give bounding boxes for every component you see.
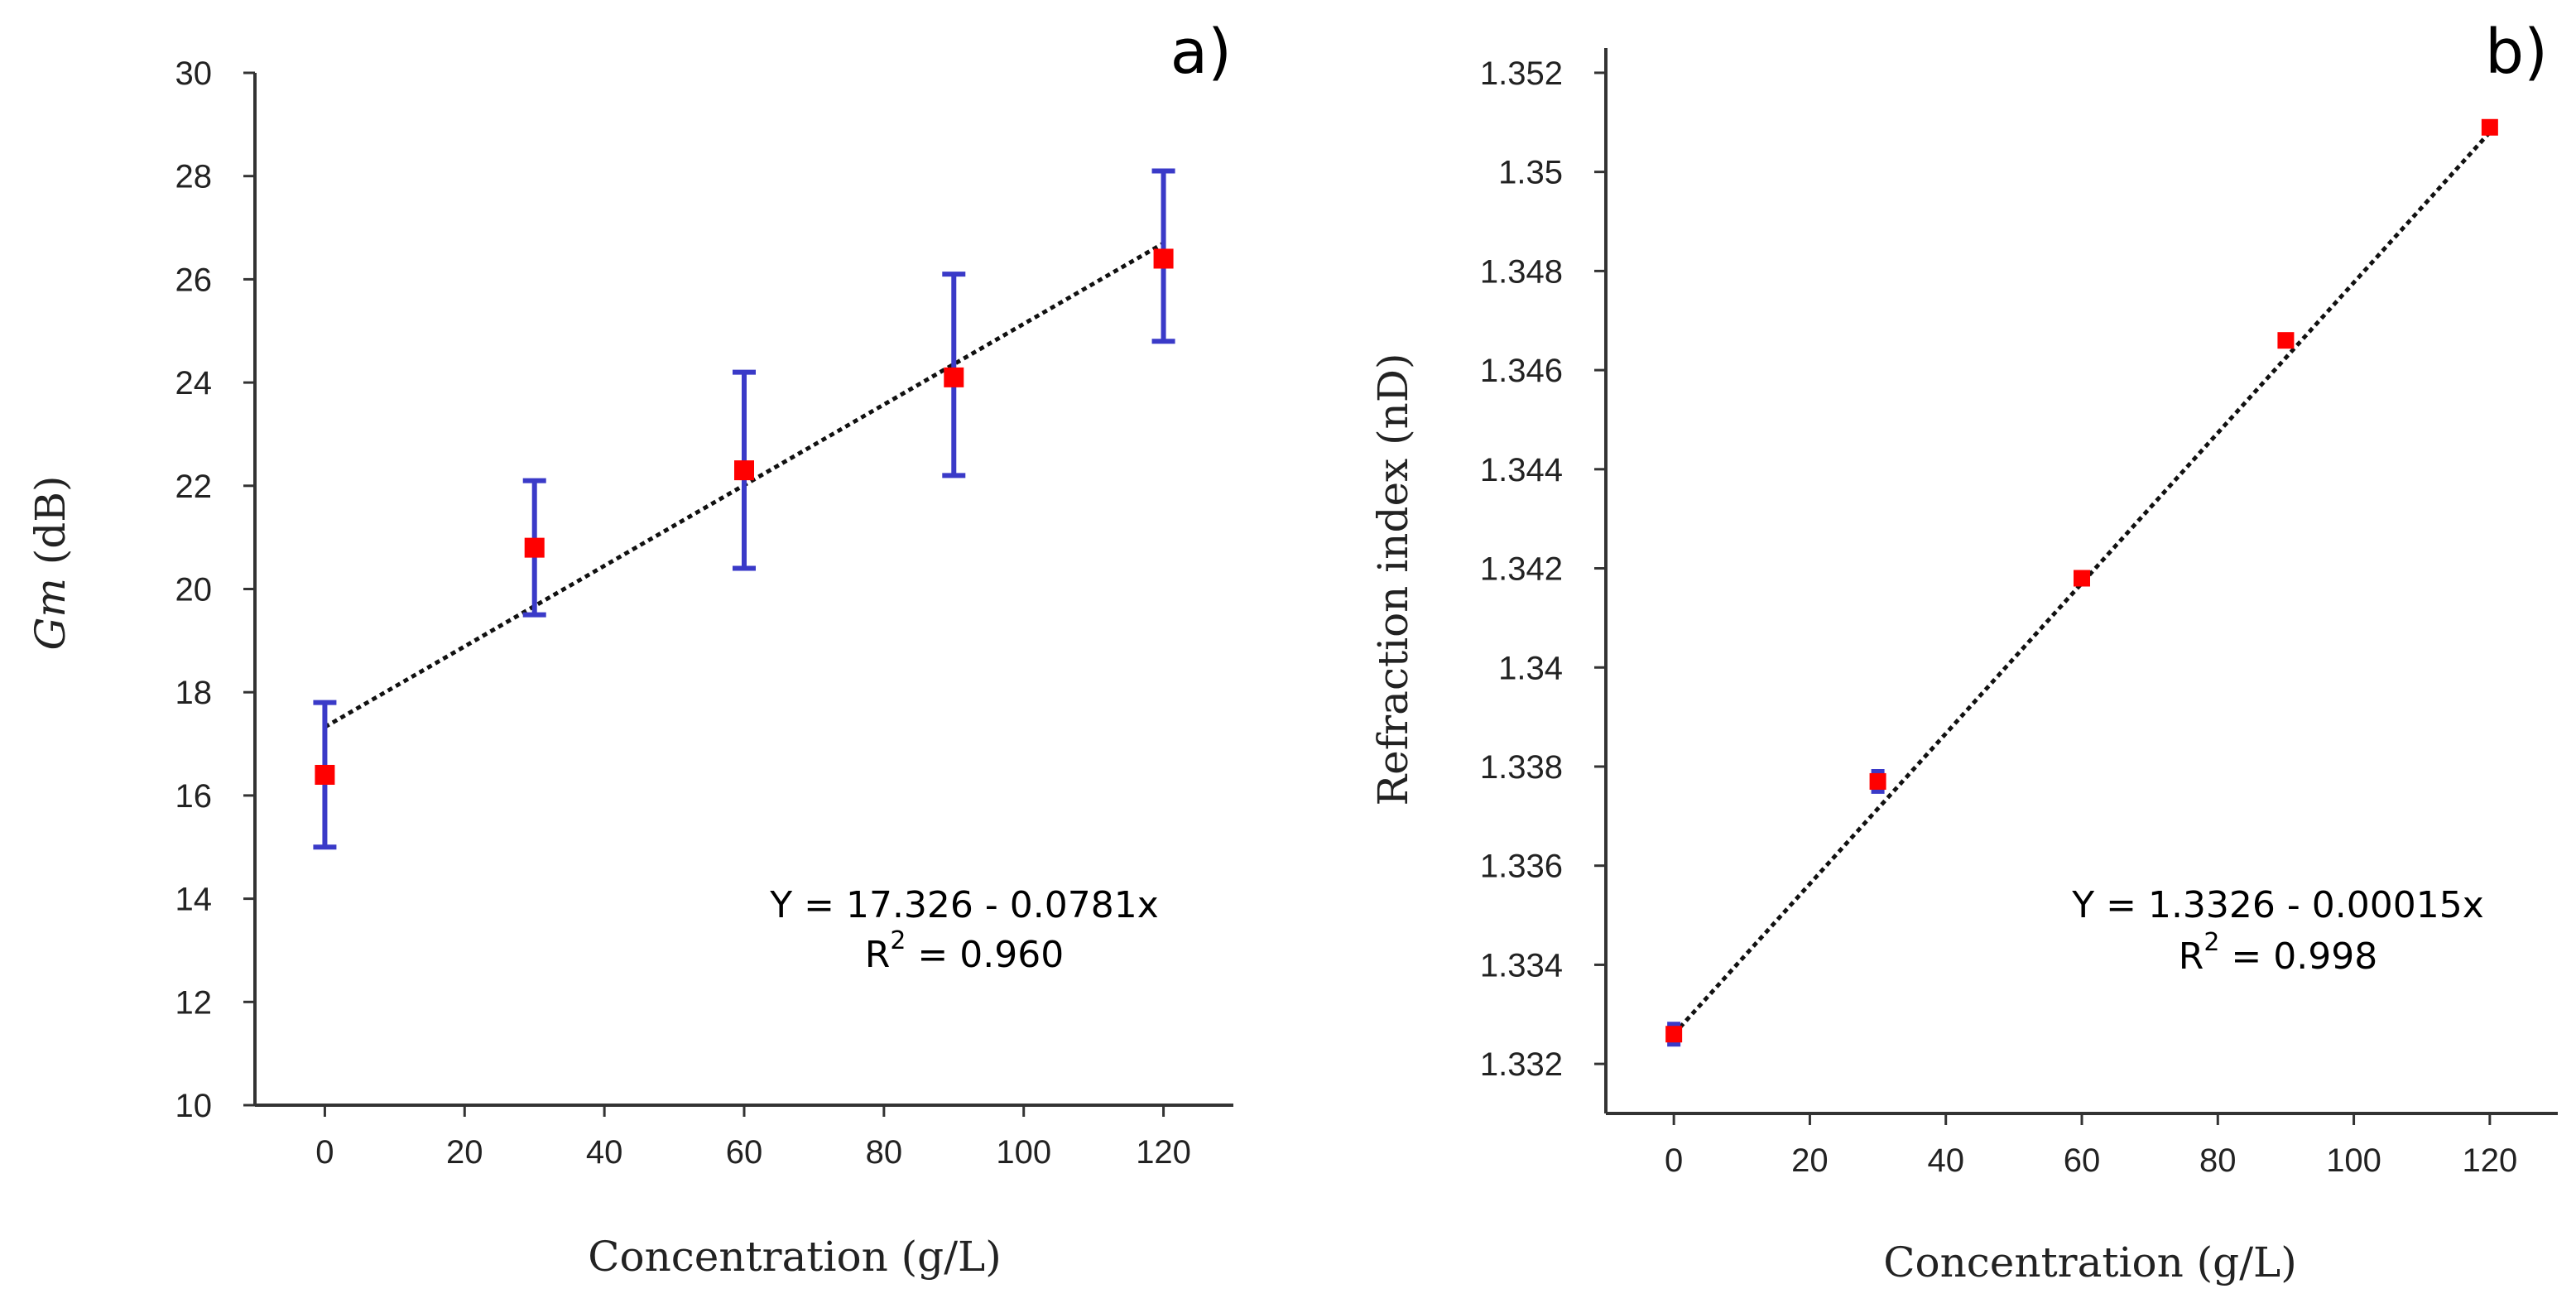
chart-a-r2-exponent: 2	[890, 926, 906, 955]
chart-a-y-tick-label-9: 28	[175, 159, 213, 195]
chart-a-y-tick-label-7: 24	[175, 365, 213, 402]
chart-a-marks	[313, 168, 1175, 850]
chart-b-y-tick-label-1: 1.334	[1480, 947, 1563, 983]
chart-a-data-point-1	[524, 537, 545, 558]
chart-b: 0 20 40 60 80 100 120 1.332 1.334 1.336 1.338 1.34 1…	[1369, 17, 2558, 1286]
chart-b-y-tick-label-7: 1.346	[1480, 353, 1563, 389]
chart-a-x-tick-label-1: 20	[446, 1134, 483, 1171]
chart-a-y-axis-unit: (dB)	[26, 475, 74, 578]
chart-a-r-squared: R2 = 0.960	[865, 926, 1064, 976]
chart-a: 0 20 40 60 80 100 120 10 12 14 16 18 20 22 24 26 28 30 a)…	[26, 17, 1233, 1281]
chart-b-data-point-2	[2074, 570, 2090, 587]
chart-b-panel-label: b)	[2485, 17, 2548, 88]
chart-b-x-tick-label-1: 20	[1791, 1142, 1829, 1179]
chart-b-y-tick-label-9: 1.35	[1498, 155, 1563, 191]
chart-a-ticks: 0 20 40 60 80 100 120 10 12 14 16 18 20 22 24 26 28 30	[175, 55, 1191, 1171]
chart-b-marks	[1665, 118, 2498, 1047]
chart-b-y-tick-label-2: 1.336	[1480, 849, 1563, 885]
chart-a-y-axis-symbol: Gm	[26, 578, 74, 650]
chart-a-x-tick-label-2: 40	[586, 1134, 623, 1171]
chart-b-x-tick-label-2: 40	[1927, 1142, 1964, 1179]
chart-b-r2-prefix: R	[2179, 935, 2204, 978]
chart-a-y-tick-label-2: 14	[175, 882, 213, 918]
chart-b-y-axis-label: Refraction index (nD)	[1369, 353, 1417, 806]
chart-a-x-tick-label-6: 120	[1136, 1134, 1191, 1171]
chart-a-y-tick-label-8: 26	[175, 262, 213, 298]
chart-a-y-axis-label: Gm (dB)	[26, 475, 74, 650]
chart-b-data-point-4	[2481, 118, 2498, 136]
chart-b-r2-value: = 0.998	[2219, 935, 2377, 978]
chart-a-y-tick-label-10: 30	[175, 55, 213, 92]
chart-b-fit-line	[1672, 131, 2492, 1036]
chart-a-y-tick-label-4: 18	[175, 675, 213, 711]
chart-b-y-tick-label-8: 1.348	[1480, 253, 1563, 290]
chart-b-x-tick-label-0: 0	[1665, 1142, 1683, 1179]
chart-a-equation: Y = 17.326 - 0.0781x	[769, 884, 1159, 926]
chart-a-y-tick-label-1: 12	[175, 984, 213, 1021]
chart-a-y-tick-label-6: 22	[175, 469, 213, 505]
chart-b-y-tick-label-6: 1.344	[1480, 452, 1563, 488]
chart-a-data-point-4	[1153, 248, 1174, 269]
chart-b-data-point-0	[1665, 1026, 1683, 1043]
chart-a-panel-label: a)	[1170, 17, 1232, 88]
chart-b-data-point-3	[2277, 332, 2295, 349]
chart-b-y-tick-label-5: 1.342	[1480, 551, 1563, 588]
chart-a-x-tick-label-0: 0	[315, 1134, 334, 1171]
chart-b-r-squared: R2 = 0.998	[2179, 928, 2377, 978]
chart-a-y-tick-label-3: 16	[175, 778, 213, 815]
chart-b-y-tick-label-0: 1.332	[1480, 1046, 1563, 1083]
chart-a-x-tick-label-4: 80	[866, 1134, 903, 1171]
chart-a-x-axis-label: Concentration (g/L)	[588, 1233, 1002, 1281]
chart-a-x-tick-label-3: 60	[726, 1134, 763, 1171]
chart-b-x-tick-label-6: 120	[2462, 1142, 2517, 1179]
chart-b-equation: Y = 1.3326 - 0.00015x	[2071, 884, 2484, 926]
chart-a-r2-prefix: R	[865, 934, 891, 976]
chart-b-x-axis-label: Concentration (g/L)	[1883, 1238, 2297, 1286]
chart-b-y-tick-label-4: 1.34	[1498, 650, 1563, 686]
chart-b-x-tick-label-5: 100	[2326, 1142, 2381, 1179]
chart-a-y-tick-label-5: 20	[175, 572, 213, 608]
chart-b-y-tick-label-10: 1.352	[1480, 55, 1563, 92]
chart-a-y-tick-label-0: 10	[175, 1088, 213, 1124]
chart-a-data-point-0	[315, 764, 335, 785]
chart-b-r2-exponent: 2	[2204, 928, 2219, 957]
chart-a-r2-value: = 0.960	[906, 934, 1064, 976]
chart-a-data-point-2	[734, 460, 754, 481]
chart-a-x-tick-label-5: 100	[996, 1134, 1051, 1171]
chart-b-data-point-1	[1869, 772, 1886, 790]
chart-a-data-point-3	[944, 367, 964, 387]
chart-b-x-tick-label-3: 60	[2064, 1142, 2101, 1179]
chart-b-ticks: 0 20 40 60 80 100 120 1.332 1.334 1.336 1.338 1.34 1…	[1480, 55, 2517, 1179]
chart-b-x-tick-label-4: 80	[2199, 1142, 2237, 1179]
chart-b-y-tick-label-3: 1.338	[1480, 749, 1563, 786]
